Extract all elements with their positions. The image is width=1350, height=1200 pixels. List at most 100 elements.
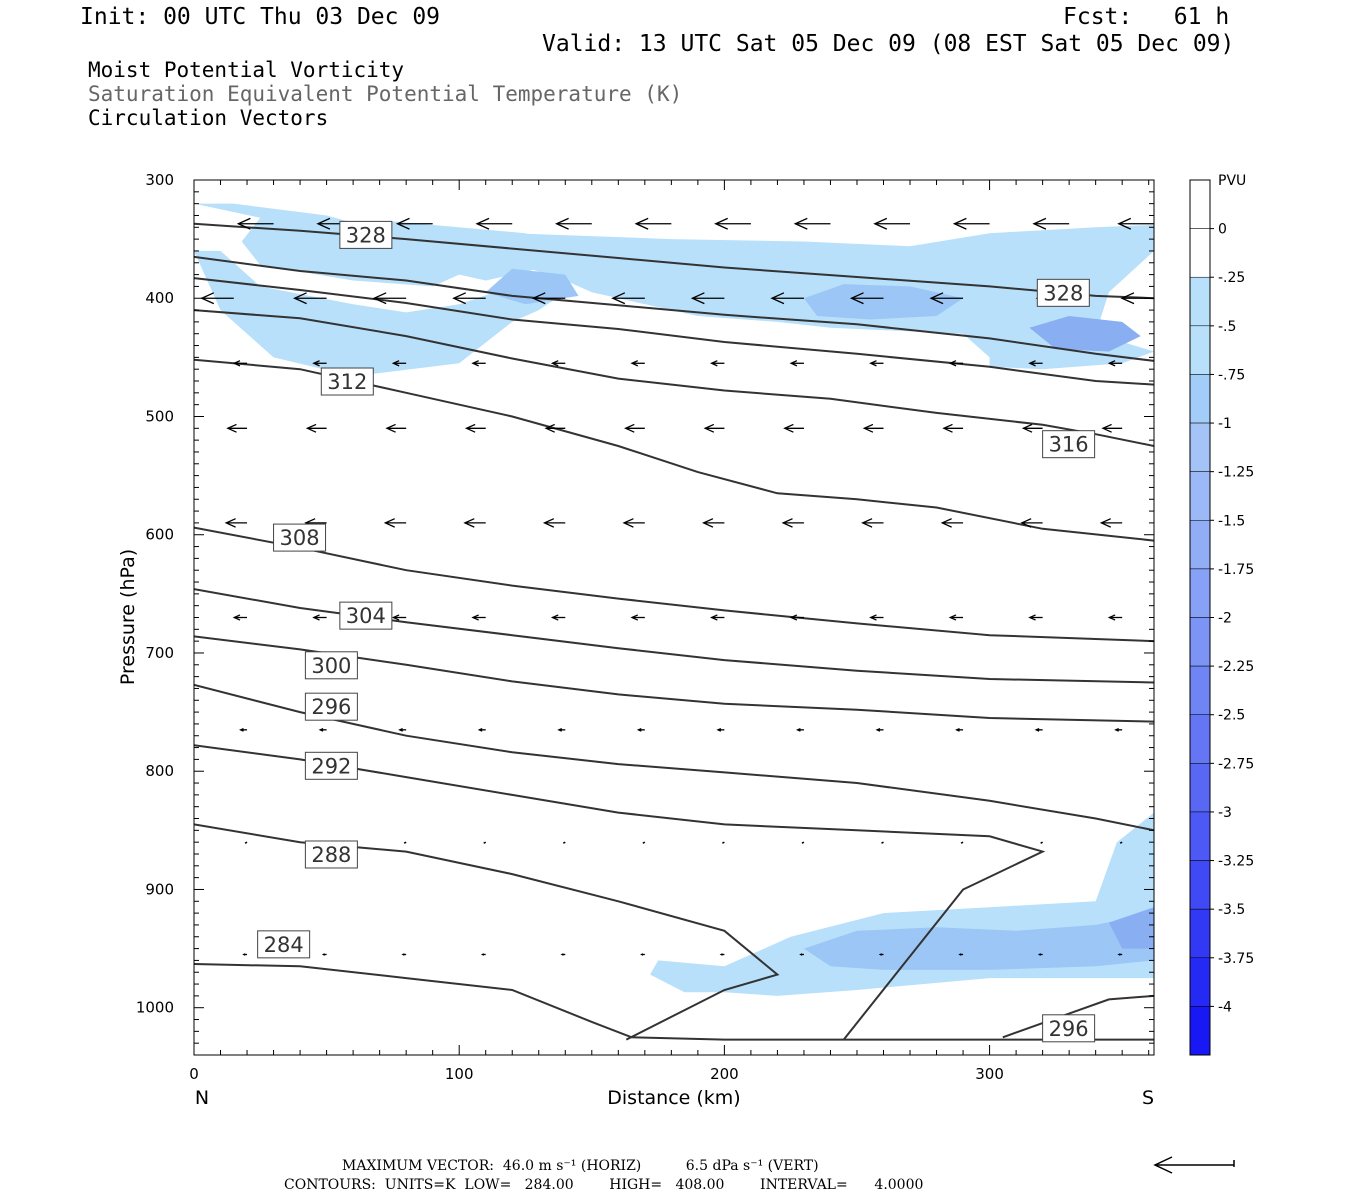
colorbar-label: -4 [1218, 999, 1232, 1015]
circulation-vector [560, 953, 566, 956]
circulation-vector [781, 518, 804, 528]
vector-head [634, 217, 649, 230]
circulation-vector [1021, 423, 1043, 433]
circulation-vector [719, 953, 725, 956]
colorbar-label: -1 [1218, 416, 1232, 432]
vector-head [783, 423, 794, 433]
circulation-vector [1117, 217, 1154, 230]
circulation-vector [542, 518, 566, 528]
theta-es-contour [194, 277, 1154, 386]
colorbar-swatch [1189, 325, 1211, 375]
init-time: Init: 00 UTC Thu 03 Dec 09 [80, 4, 441, 30]
vector-head [1020, 518, 1032, 528]
circulation-vector [483, 841, 487, 844]
circulation-vector [875, 727, 884, 732]
vector-head [861, 518, 873, 528]
y-tick-label: 900 [145, 880, 174, 898]
vector-head [318, 727, 324, 732]
x-tick-label: 200 [710, 1065, 739, 1083]
colorbar-label: -.75 [1218, 367, 1245, 383]
vector-head [789, 360, 798, 367]
vector-head [232, 360, 241, 367]
circulation-vector [789, 614, 804, 621]
vector-head [869, 614, 877, 621]
circulation-vector [464, 423, 486, 433]
colorbar-swatch [1189, 228, 1211, 278]
circulation-vector [942, 423, 964, 433]
circulation-vector [702, 518, 725, 528]
circulation-vector [873, 217, 911, 230]
circulation-vector [722, 841, 725, 844]
vector-head [395, 217, 410, 230]
contour-label-box [1036, 278, 1090, 307]
colorbar-unit: PVU [1218, 173, 1246, 189]
vector-head [948, 360, 957, 367]
vector-head [1114, 727, 1119, 732]
vector-head [636, 727, 642, 732]
circulation-vector [236, 217, 274, 230]
circulation-vector [948, 360, 964, 367]
contour-label: 304 [346, 604, 386, 628]
theta-es-contour [194, 255, 1154, 362]
pv-region [1108, 907, 1154, 949]
vector-head [781, 518, 793, 528]
vector-head [477, 727, 483, 732]
circulation-vector [555, 217, 592, 230]
vector-head [630, 614, 639, 621]
vector-head [312, 614, 320, 621]
vector-head [401, 953, 405, 956]
vector-head [385, 423, 396, 433]
colorbar-label: -2 [1218, 611, 1232, 627]
circulation-vector [624, 423, 645, 433]
vector-head [239, 727, 244, 732]
circulation-vector [636, 727, 645, 732]
circulation-vector [793, 217, 831, 230]
contour-label: 328 [346, 223, 386, 247]
colorbar-swatch [1189, 276, 1211, 327]
y-tick-label: 500 [145, 407, 174, 425]
circulation-vector [477, 727, 486, 732]
colorbar-swatch [1189, 617, 1211, 667]
circulation-vector [1037, 953, 1043, 956]
circulation-vector [471, 360, 486, 367]
vector-head [703, 423, 715, 433]
circulation-vector [869, 360, 884, 367]
vector-head [958, 953, 962, 956]
vector-head [710, 614, 718, 621]
vector-head [1120, 292, 1135, 305]
circulation-vector [395, 217, 433, 230]
contour-label-box [1042, 430, 1096, 459]
vector-head [224, 518, 236, 528]
vector-head [929, 292, 944, 305]
y-tick-label: 600 [145, 526, 174, 544]
circulation-vector [224, 518, 248, 528]
circulation-vector [630, 614, 645, 621]
circulation-vector [1107, 360, 1123, 367]
circulation-vector [242, 953, 248, 956]
circulation-vector [321, 953, 327, 956]
vector-head [862, 423, 874, 433]
colorbar-swatch [1189, 860, 1211, 910]
circulation-vector [1034, 727, 1043, 732]
vector-head [560, 953, 564, 956]
max-vector-note: MAXIMUM VECTOR: 46.0 m s⁻¹ (HORIZ) 6.5 d… [342, 1158, 819, 1174]
circulation-vector [716, 727, 725, 732]
vector-head [799, 953, 803, 956]
vector-head [226, 423, 237, 433]
vector-head [321, 953, 326, 956]
circulation-vector [929, 292, 964, 305]
vector-head [550, 360, 559, 367]
vector-head [940, 518, 952, 528]
circulation-vector [801, 841, 805, 844]
circulation-vector [471, 614, 486, 621]
contour-label: 284 [264, 933, 304, 957]
vector-head [1028, 614, 1036, 621]
theta-es-contour [194, 744, 1046, 1041]
vector-head [710, 360, 718, 367]
contour-label-box [257, 930, 311, 959]
vector-head [624, 423, 635, 433]
colorbar-swatch [1189, 471, 1211, 521]
colorbar-label: 0 [1218, 222, 1227, 238]
vector-head [242, 953, 246, 956]
